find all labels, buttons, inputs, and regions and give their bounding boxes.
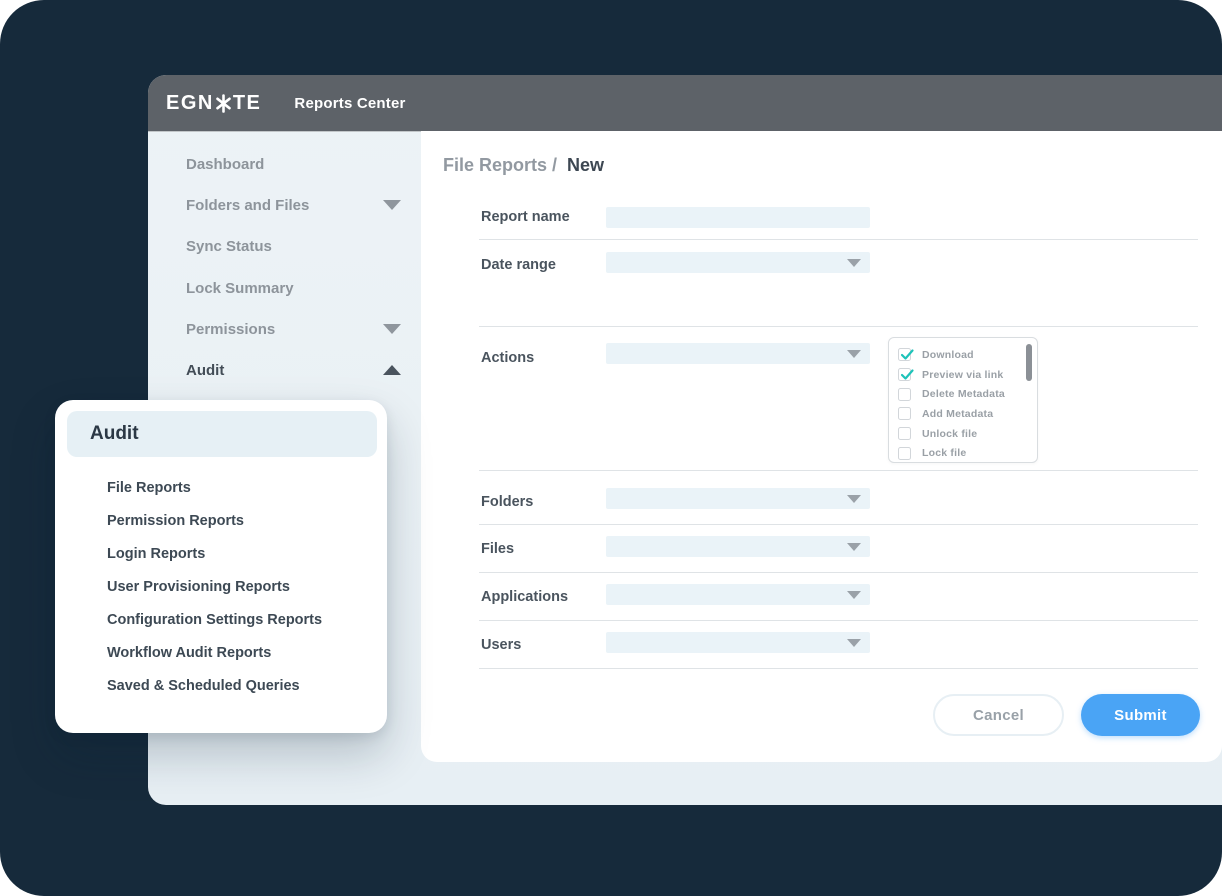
applications-label: Applications	[481, 589, 569, 605]
checkbox-icon[interactable]	[898, 368, 914, 382]
checkbox-icon[interactable]	[898, 446, 911, 460]
app-window: EGN TE Reports Center Dashboard Folders …	[148, 75, 1222, 805]
breadcrumb-current: New	[567, 155, 605, 175]
breadcrumb: File Reports / New	[443, 155, 604, 176]
chevron-up-icon	[383, 365, 401, 375]
option-label: Preview via link	[922, 368, 1004, 381]
main-panel: File Reports / New Report name Date rang…	[421, 131, 1222, 762]
option-label: Download	[922, 348, 974, 361]
audit-popup-title: Audit	[67, 411, 377, 457]
popup-item-login-reports[interactable]: Login Reports	[107, 545, 206, 562]
separator	[479, 239, 1198, 240]
egnyte-logo: EGN TE	[166, 92, 261, 115]
separator	[479, 524, 1198, 525]
logo-text-right: TE	[232, 91, 262, 114]
popup-item-permission-reports[interactable]: Permission Reports	[107, 512, 244, 529]
dropdown-arrow-icon	[847, 639, 861, 647]
checkbox-icon[interactable]	[898, 427, 911, 441]
actions-options-panel: Download Preview via link Delete Metadat…	[888, 337, 1038, 463]
action-option-unlock-file[interactable]: Unlock file	[898, 424, 1037, 444]
sidebar-item-sync-status[interactable]: Sync Status	[186, 234, 421, 258]
option-label: Add Metadata	[922, 407, 994, 420]
popup-item-workflow-audit-reports[interactable]: Workflow Audit Reports	[107, 644, 272, 661]
users-label: Users	[481, 637, 522, 653]
folders-dropdown[interactable]	[606, 488, 870, 509]
sidebar-item-label: Sync Status	[186, 237, 272, 255]
sidebar-item-permissions[interactable]: Permissions	[186, 317, 421, 341]
cancel-button[interactable]: Cancel	[933, 694, 1064, 736]
action-option-delete-metadata[interactable]: Delete Metadata	[898, 384, 1037, 404]
folders-label: Folders	[481, 494, 534, 510]
popup-item-configuration-settings-reports[interactable]: Configuration Settings Reports	[107, 611, 323, 628]
users-dropdown[interactable]	[606, 632, 870, 653]
applications-dropdown[interactable]	[606, 584, 870, 605]
date-range-label: Date range	[481, 257, 556, 273]
sidebar-item-folders-and-files[interactable]: Folders and Files	[186, 193, 421, 217]
date-range-dropdown[interactable]	[606, 252, 870, 273]
sidebar-item-label: Folders and Files	[186, 196, 310, 214]
sidebar-item-label: Lock Summary	[186, 279, 294, 297]
action-option-download[interactable]: Download	[898, 345, 1037, 365]
chevron-down-icon	[383, 324, 401, 334]
sidebar-item-lock-summary[interactable]: Lock Summary	[186, 276, 421, 300]
report-name-label: Report name	[481, 209, 570, 225]
sidebar-item-label: Dashboard	[186, 155, 265, 173]
dropdown-arrow-icon	[847, 591, 861, 599]
sidebar-item-label: Permissions	[186, 320, 276, 338]
separator	[479, 668, 1198, 669]
option-label: Lock file	[922, 447, 967, 460]
option-label: Unlock file	[922, 427, 978, 440]
action-option-lock-file[interactable]: Lock file	[898, 443, 1037, 463]
dropdown-arrow-icon	[847, 543, 861, 551]
separator	[479, 326, 1198, 327]
top-bar: EGN TE Reports Center	[148, 75, 1222, 131]
popup-item-saved-scheduled-queries[interactable]: Saved & Scheduled Queries	[107, 677, 300, 694]
checkbox-icon[interactable]	[898, 407, 911, 421]
popup-item-file-reports[interactable]: File Reports	[107, 479, 191, 496]
action-option-add-metadata[interactable]: Add Metadata	[898, 404, 1037, 424]
breadcrumb-section[interactable]: File Reports /	[443, 155, 558, 175]
sidebar-item-dashboard[interactable]: Dashboard	[186, 152, 421, 176]
submit-button[interactable]: Submit	[1081, 694, 1200, 736]
action-option-preview-via-link[interactable]: Preview via link	[898, 365, 1037, 385]
app-title: Reports Center	[294, 94, 406, 112]
separator	[479, 470, 1198, 471]
separator	[479, 620, 1198, 621]
sidebar-item-audit[interactable]: Audit	[186, 358, 421, 382]
separator	[479, 572, 1198, 573]
checkbox-icon[interactable]	[898, 387, 911, 401]
dropdown-arrow-icon	[847, 350, 861, 358]
audit-popup-list: File Reports Permission Reports Login Re…	[107, 471, 375, 702]
dropdown-arrow-icon	[847, 495, 861, 503]
popup-item-user-provisioning-reports[interactable]: User Provisioning Reports	[107, 578, 290, 595]
asterisk-icon	[216, 93, 231, 113]
dropdown-arrow-icon	[847, 259, 861, 267]
option-label: Delete Metadata	[922, 388, 1005, 401]
checkbox-icon[interactable]	[898, 348, 914, 362]
audit-popup: Audit File Reports Permission Reports Lo…	[55, 400, 387, 733]
files-dropdown[interactable]	[606, 536, 870, 557]
files-label: Files	[481, 541, 515, 557]
actions-dropdown[interactable]	[606, 343, 870, 364]
scrollbar[interactable]	[1026, 344, 1032, 381]
sidebar-item-label: Audit	[186, 361, 225, 379]
report-name-input[interactable]	[606, 207, 870, 228]
actions-label: Actions	[481, 350, 535, 366]
chevron-down-icon	[383, 200, 401, 210]
logo-text-left: EGN	[166, 91, 214, 114]
